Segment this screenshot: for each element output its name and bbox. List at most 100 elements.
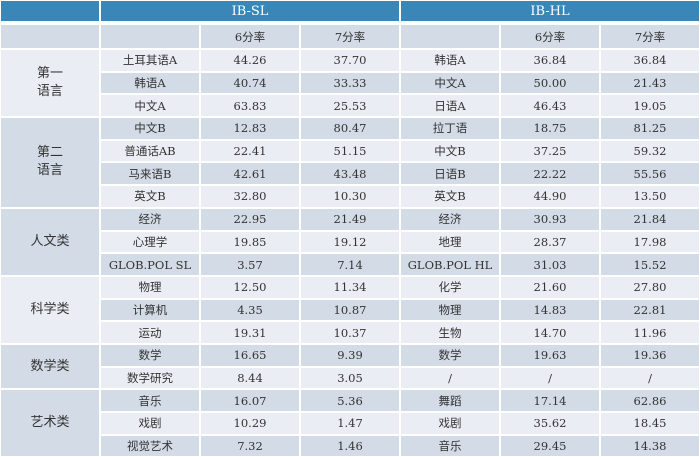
sl6-cell: 8.44: [200, 366, 300, 390]
sl-subject-cell: 经济: [100, 207, 200, 231]
hl7-cell: 36.84: [600, 49, 700, 72]
hl-subject-cell: 物理: [400, 298, 500, 322]
table-row: 计算机 4.35 10.87 物理 14.83 22.81: [0, 298, 700, 322]
sl-subject-cell: 马来语B: [100, 162, 200, 186]
hl-subject-cell: 拉丁语: [400, 117, 500, 140]
sl7-cell: 33.33: [300, 71, 400, 95]
sl-subject-cell: 计算机: [100, 298, 200, 322]
sl7-cell: 5.36: [300, 389, 400, 412]
sl-subject-cell: 数学: [100, 343, 200, 367]
sl7-cell: 37.70: [300, 49, 400, 72]
sl7-cell: 7.14: [300, 253, 400, 276]
header-row: IB-SL IB-HL: [0, 0, 700, 24]
sl6-cell: 10.29: [200, 412, 300, 435]
hl7-cell: 59.32: [600, 139, 700, 163]
hl7-cell: 11.96: [600, 321, 700, 344]
table-row: 英文B 32.80 10.30 英文B 44.90 13.50: [0, 185, 700, 208]
sl7-cell: 25.53: [300, 94, 400, 118]
sl7-cell: 11.34: [300, 275, 400, 299]
hl6-cell: 31.03: [500, 253, 600, 276]
sl7-cell: 19.12: [300, 230, 400, 254]
hl7-cell: 62.86: [600, 389, 700, 412]
sl-subject-cell: 音乐: [100, 389, 200, 412]
sl-subject-cell: 普通话AB: [100, 139, 200, 163]
table-row: 普通话AB 22.41 51.15 中文B 37.25 59.32: [0, 139, 700, 163]
hl6-cell: 46.43: [500, 94, 600, 118]
hl6-cell: 21.60: [500, 275, 600, 299]
sl6-cell: 22.41: [200, 139, 300, 163]
hl-subject-cell: 韩语A: [400, 49, 500, 72]
sl-subject-cell: 物理: [100, 275, 200, 299]
hl7-cell: 14.38: [600, 434, 700, 457]
sl7-cell: 1.47: [300, 412, 400, 435]
sl-subject-cell: 心理学: [100, 230, 200, 254]
hl-subject-cell: 数学: [400, 343, 500, 367]
group-label: 艺术类: [0, 389, 100, 457]
sl6-cell: 7.32: [200, 434, 300, 457]
sl7-cell: 3.05: [300, 366, 400, 390]
hl-subject-cell: 日语A: [400, 94, 500, 118]
sl6-cell: 3.57: [200, 253, 300, 276]
table-row: 数学研究 8.44 3.05// /: [0, 366, 700, 390]
hl-subject-cell: 中文B: [400, 139, 500, 163]
group-label: 人文类: [0, 207, 100, 276]
header-blank: [0, 0, 100, 24]
sl6-cell: 19.85: [200, 230, 300, 254]
hl7-cell: 18.45: [600, 412, 700, 435]
hl6-cell: 19.63: [500, 343, 600, 367]
sl-subject-cell: 韩语A: [100, 71, 200, 95]
hl6-cell: 30.93: [500, 207, 600, 231]
hl-subject-cell: GLOB.POL HL: [400, 253, 500, 276]
hl6-cell: 37.25: [500, 139, 600, 163]
sl6-cell: 19.31: [200, 321, 300, 344]
sl-subject-cell: 中文A: [100, 94, 200, 118]
hl7-cell: 21.43: [600, 71, 700, 95]
sl7-cell: 9.39: [300, 343, 400, 367]
hl6-cell: 22.22: [500, 162, 600, 186]
sl6-cell: 4.35: [200, 298, 300, 322]
table-row: 人文类 经济 22.95 21.49 经济 30.93 21.84: [0, 207, 700, 276]
sl7-cell: 10.87: [300, 298, 400, 322]
table-row: 科学类 物理 12.50 11.34 化学 21.60 27.80: [0, 275, 700, 344]
hl7-cell: 19.36: [600, 343, 700, 367]
hl7-cell: 13.50: [600, 185, 700, 208]
sl7-cell: 1.46: [300, 434, 400, 457]
sl-subject-cell: 戏剧: [100, 412, 200, 435]
hl-subject-cell: /: [400, 366, 500, 390]
hl-subject-cell: 中文A: [400, 71, 500, 95]
hl7-cell: 21.84: [600, 207, 700, 231]
sl7-cell: 43.48: [300, 162, 400, 186]
sl-col7-header: 7分率: [300, 24, 400, 49]
hl-subject-cell: 生物: [400, 321, 500, 344]
hl6-cell: 17.14: [500, 389, 600, 412]
hl-subject-cell: 化学: [400, 275, 500, 299]
sl-subject-cell: 运动: [100, 321, 200, 344]
group-label: 第一 语言: [0, 49, 100, 118]
group-label: 数学类: [0, 343, 100, 390]
sl6-cell: 16.07: [200, 389, 300, 412]
table-row: 运动 19.31 10.37 生物 14.70 11.96: [0, 321, 700, 344]
table-row: 第二 语言 中文B 12.83 80.47 拉丁语 18.75 81.25: [0, 117, 700, 208]
hl-subject-cell: 音乐: [400, 434, 500, 457]
hl-col7-header: 7分率: [600, 24, 700, 49]
hl6-cell: 14.83: [500, 298, 600, 322]
hl-col6-header: 6分率: [500, 24, 600, 49]
sl-subject-cell: GLOB.POL SL: [100, 253, 200, 276]
sl6-cell: 16.65: [200, 343, 300, 367]
hl7-cell: 17.98: [600, 230, 700, 254]
table-row: 第一 语言 土耳其语A 44.26 37.70 韩语A 36.84 36.84: [0, 49, 700, 118]
sl7-cell: 10.37: [300, 321, 400, 344]
table-row: 视觉艺术 7.32 1.46 音乐 29.45 14.38: [0, 434, 700, 457]
sl7-cell: 51.15: [300, 139, 400, 163]
sl7-cell: 80.47: [300, 117, 400, 140]
hl-subject-cell: 戏剧: [400, 412, 500, 435]
sl6-cell: 32.80: [200, 185, 300, 208]
sl7-cell: 10.30: [300, 185, 400, 208]
sl6-cell: 63.83: [200, 94, 300, 118]
hl6-cell: 35.62: [500, 412, 600, 435]
table-row: 艺术类 音乐 16.07 5.36 舞蹈 17.14 62.86: [0, 389, 700, 457]
sl-subject-cell: 视觉艺术: [100, 434, 200, 457]
hl6-cell: 28.37: [500, 230, 600, 254]
hl7-cell: 19.05: [600, 94, 700, 118]
